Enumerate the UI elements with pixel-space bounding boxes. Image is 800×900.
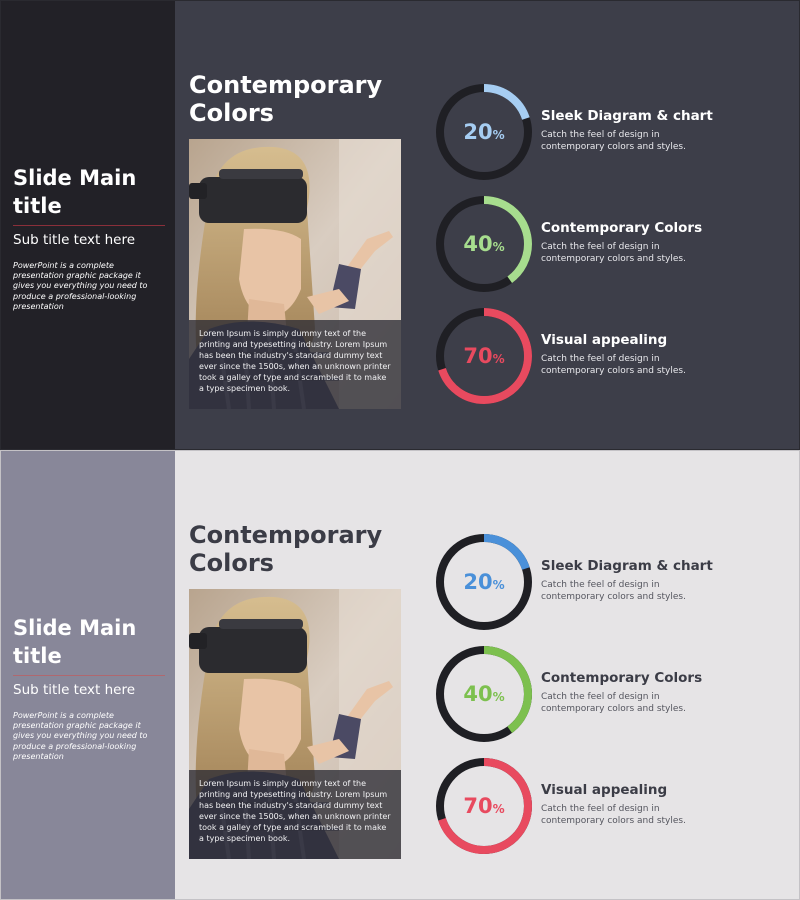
sidebar-subtitle: Sub title text here — [13, 682, 136, 698]
feature-item-contemporary: Contemporary Colors Catch the feel of de… — [541, 669, 781, 715]
photo-caption: Lorem Ipsum is simply dummy text of the … — [189, 770, 401, 859]
progress-ring-graphic — [436, 758, 532, 854]
feature-description: Catch the feel of design in contemporary… — [541, 354, 686, 376]
percent-value: 20 — [463, 570, 493, 594]
feature-title: Visual appealing — [541, 332, 668, 348]
sidebar-panel: Slide Main title Sub title text here Pow… — [1, 1, 175, 449]
progress-ring-visual: 70% — [434, 306, 534, 406]
percent-sign: % — [492, 240, 505, 254]
percent-sign: % — [492, 352, 505, 366]
feature-description: Catch the feel of design in contemporary… — [541, 692, 686, 714]
feature-description: Catch the feel of design in contemporary… — [541, 242, 686, 264]
feature-item-visual: Visual appealing Catch the feel of desig… — [541, 781, 781, 827]
progress-ring-sleek: 20% — [434, 532, 534, 632]
sidebar-main-title: Slide Main title — [13, 616, 137, 668]
progress-ring-graphic — [436, 646, 532, 742]
feature-title: Contemporary Colors — [541, 670, 703, 686]
vr-headset-photo: Lorem Ipsum is simply dummy text of the … — [189, 589, 401, 859]
slide-dark-variant[interactable]: Slide Main title Sub title text here Pow… — [0, 0, 800, 450]
sidebar-main-title: Slide Main title — [13, 166, 137, 218]
feature-title: Sleek Diagram & chart — [541, 558, 713, 574]
progress-percent-label: 40% — [434, 644, 534, 744]
feature-title: Sleek Diagram & chart — [541, 108, 713, 124]
progress-ring-visual: 70% — [434, 756, 534, 856]
sidebar-description: PowerPoint is a complete presentation gr… — [13, 711, 148, 761]
page-title: Contemporary Colors — [189, 71, 383, 127]
page-title: Contemporary Colors — [189, 521, 383, 577]
vr-headset-photo: Lorem Ipsum is simply dummy text of the … — [189, 139, 401, 409]
percent-sign: % — [492, 690, 505, 704]
feature-title: Visual appealing — [541, 782, 668, 798]
percent-sign: % — [492, 578, 505, 592]
feature-description: Catch the feel of design in contemporary… — [541, 130, 686, 152]
sidebar-description: PowerPoint is a complete presentation gr… — [13, 261, 148, 311]
progress-ring-graphic — [436, 534, 532, 630]
sidebar-panel: Slide Main title Sub title text here Pow… — [1, 451, 175, 899]
percent-sign: % — [492, 802, 505, 816]
photo-caption: Lorem Ipsum is simply dummy text of the … — [189, 320, 401, 409]
progress-percent-label: 20% — [434, 82, 534, 182]
percent-value: 40 — [463, 682, 493, 706]
percent-value: 40 — [463, 232, 493, 256]
feature-item-contemporary: Contemporary Colors Catch the feel of de… — [541, 219, 781, 265]
progress-ring-contemporary: 40% — [434, 194, 534, 294]
sidebar-divider — [13, 225, 165, 226]
percent-value: 70 — [463, 344, 493, 368]
progress-percent-label: 20% — [434, 532, 534, 632]
sidebar-subtitle: Sub title text here — [13, 232, 136, 248]
feature-description: Catch the feel of design in contemporary… — [541, 804, 686, 826]
progress-percent-label: 70% — [434, 756, 534, 856]
progress-ring-graphic — [436, 84, 532, 180]
progress-ring-graphic — [436, 308, 532, 404]
feature-title: Contemporary Colors — [541, 220, 703, 236]
percent-value: 20 — [463, 120, 493, 144]
progress-ring-contemporary: 40% — [434, 644, 534, 744]
feature-item-sleek: Sleek Diagram & chart Catch the feel of … — [541, 107, 781, 153]
feature-item-visual: Visual appealing Catch the feel of desig… — [541, 331, 781, 377]
progress-percent-label: 40% — [434, 194, 534, 294]
feature-description: Catch the feel of design in contemporary… — [541, 580, 686, 602]
progress-ring-sleek: 20% — [434, 82, 534, 182]
progress-ring-graphic — [436, 196, 532, 292]
percent-sign: % — [492, 128, 505, 142]
percent-value: 70 — [463, 794, 493, 818]
progress-percent-label: 70% — [434, 306, 534, 406]
sidebar-divider — [13, 675, 165, 676]
feature-item-sleek: Sleek Diagram & chart Catch the feel of … — [541, 557, 781, 603]
slide-light-variant[interactable]: Slide Main title Sub title text here Pow… — [0, 450, 800, 900]
